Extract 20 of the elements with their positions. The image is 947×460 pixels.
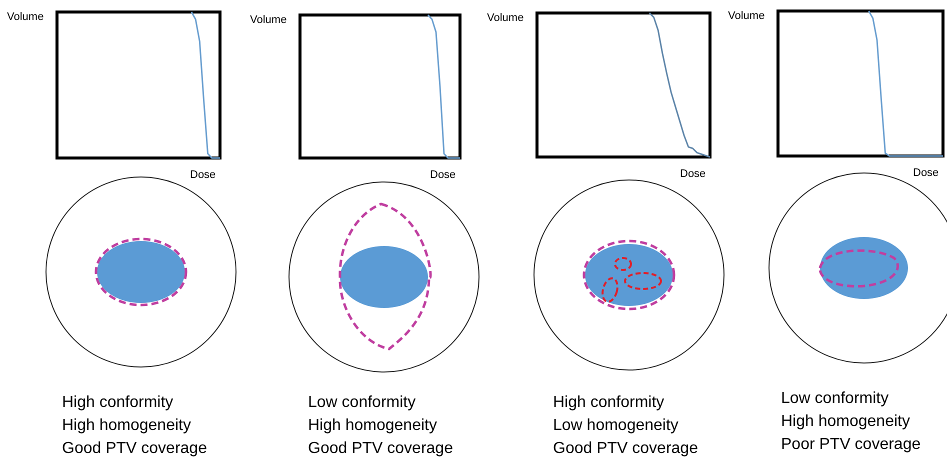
y-axis-title: Volume [487, 12, 524, 24]
text: Good PTV coverage [308, 440, 454, 457]
text: High homogeneity [62, 417, 191, 434]
text: Good PTV coverage [553, 440, 698, 457]
x-axis-title: Dose [680, 168, 706, 180]
text: Low conformity [308, 394, 416, 411]
y-axis-title: Volume [728, 10, 765, 22]
x-axis-title: Dose [430, 169, 456, 181]
text: Low homogeneity [553, 417, 678, 434]
y-axis-title: Volume [250, 14, 287, 26]
y-axis-title: Volume [7, 11, 44, 23]
text: Low conformity [781, 390, 889, 407]
text: High homogeneity [781, 413, 910, 430]
text: Poor PTV coverage [781, 436, 921, 453]
text: Good PTV coverage [62, 440, 208, 457]
text: High conformity [553, 394, 664, 411]
x-axis-title: Dose [190, 169, 216, 181]
text: High homogeneity [308, 417, 437, 434]
x-axis-title: Dose [913, 167, 939, 179]
text: High conformity [62, 394, 174, 411]
